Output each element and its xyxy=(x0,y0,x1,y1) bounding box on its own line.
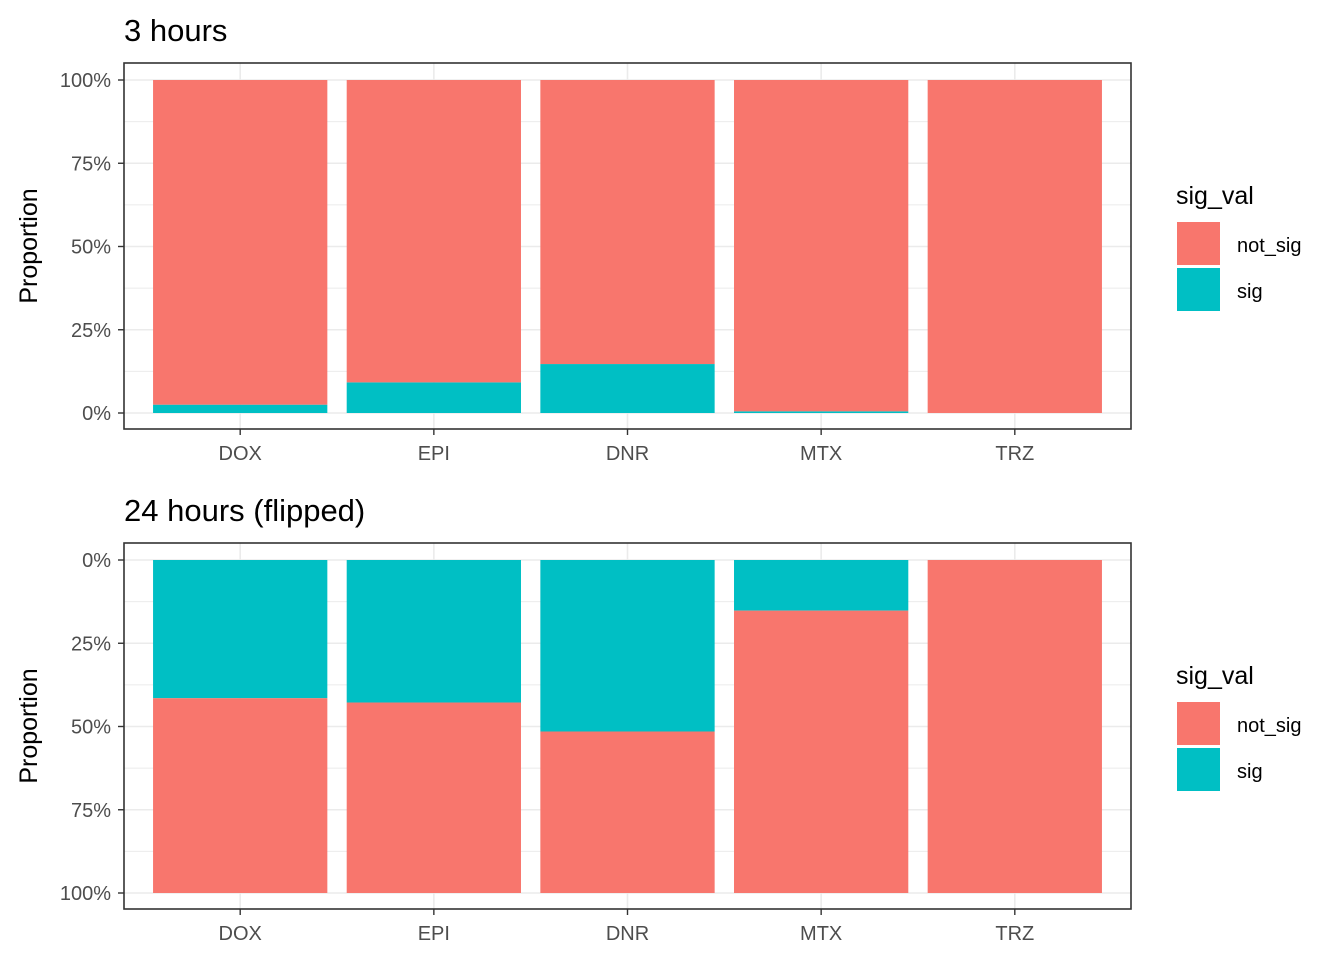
x-tick-label: DOX xyxy=(219,923,262,945)
legend-label-sig: sig xyxy=(1237,281,1263,303)
bar-not_sig-dnr xyxy=(540,731,715,893)
bar-not_sig-epi xyxy=(346,80,521,383)
bar-sig-mtx xyxy=(734,411,909,413)
y-axis-label: Proportion xyxy=(15,188,43,303)
y-tick-label: 25% xyxy=(71,633,111,655)
x-tick-label: TRZ xyxy=(995,923,1034,945)
legend-swatch-not_sig xyxy=(1177,222,1220,265)
bar-not_sig-epi xyxy=(346,702,521,893)
legend-label-not_sig: not_sig xyxy=(1237,715,1302,737)
bar-sig-epi xyxy=(346,560,521,703)
y-tick-label: 50% xyxy=(71,717,111,739)
x-tick-label: DNR xyxy=(606,443,649,465)
chart-title: 24 hours (flipped) xyxy=(124,493,365,528)
legend-title: sig_val xyxy=(1176,182,1254,210)
x-tick-label: DNR xyxy=(606,923,649,945)
legend-swatch-sig xyxy=(1177,748,1220,791)
bar-not_sig-trz xyxy=(927,560,1102,893)
bar-not_sig-trz xyxy=(927,80,1102,413)
bar-not_sig-dox xyxy=(153,80,328,405)
x-tick-label: MTX xyxy=(800,443,842,465)
x-tick-label: EPI xyxy=(418,443,450,465)
y-tick-label: 0% xyxy=(82,550,111,572)
bar-sig-mtx xyxy=(734,560,909,611)
chart-title: 3 hours xyxy=(124,13,227,48)
y-tick-label: 100% xyxy=(60,883,111,905)
bar-sig-epi xyxy=(346,382,521,413)
bar-not_sig-dox xyxy=(153,698,328,893)
legend-swatch-sig xyxy=(1177,268,1220,311)
chart-panel-0: 3 hours Proportion 0% 25% 50% 75% 100% DOX EPI DN… xyxy=(15,13,1302,465)
y-axis-label: Proportion xyxy=(15,668,43,783)
x-tick-label: MTX xyxy=(800,923,842,945)
x-tick-label: DOX xyxy=(219,443,262,465)
bar-not_sig-mtx xyxy=(734,80,909,412)
bar-not_sig-dnr xyxy=(540,80,715,365)
legend-label-not_sig: not_sig xyxy=(1237,235,1302,257)
bar-sig-dox xyxy=(153,404,328,413)
y-tick-label: 0% xyxy=(82,403,111,425)
chart-panel-1: 24 hours (flipped) Proportion 0% 25% 50% 75% 1… xyxy=(15,493,1302,945)
y-tick-label: 75% xyxy=(71,153,111,175)
bar-not_sig-mtx xyxy=(734,610,909,893)
legend-label-sig: sig xyxy=(1237,761,1263,783)
legend-title: sig_val xyxy=(1176,662,1254,690)
y-tick-label: 100% xyxy=(60,70,111,92)
legend-swatch-not_sig xyxy=(1177,702,1220,745)
y-tick-label: 25% xyxy=(71,320,111,342)
y-tick-label: 75% xyxy=(71,800,111,822)
x-tick-label: TRZ xyxy=(995,443,1034,465)
bar-sig-dnr xyxy=(540,560,715,732)
bar-sig-dnr xyxy=(540,364,715,413)
x-tick-label: EPI xyxy=(418,923,450,945)
y-tick-label: 50% xyxy=(71,237,111,259)
bar-sig-dox xyxy=(153,560,328,699)
